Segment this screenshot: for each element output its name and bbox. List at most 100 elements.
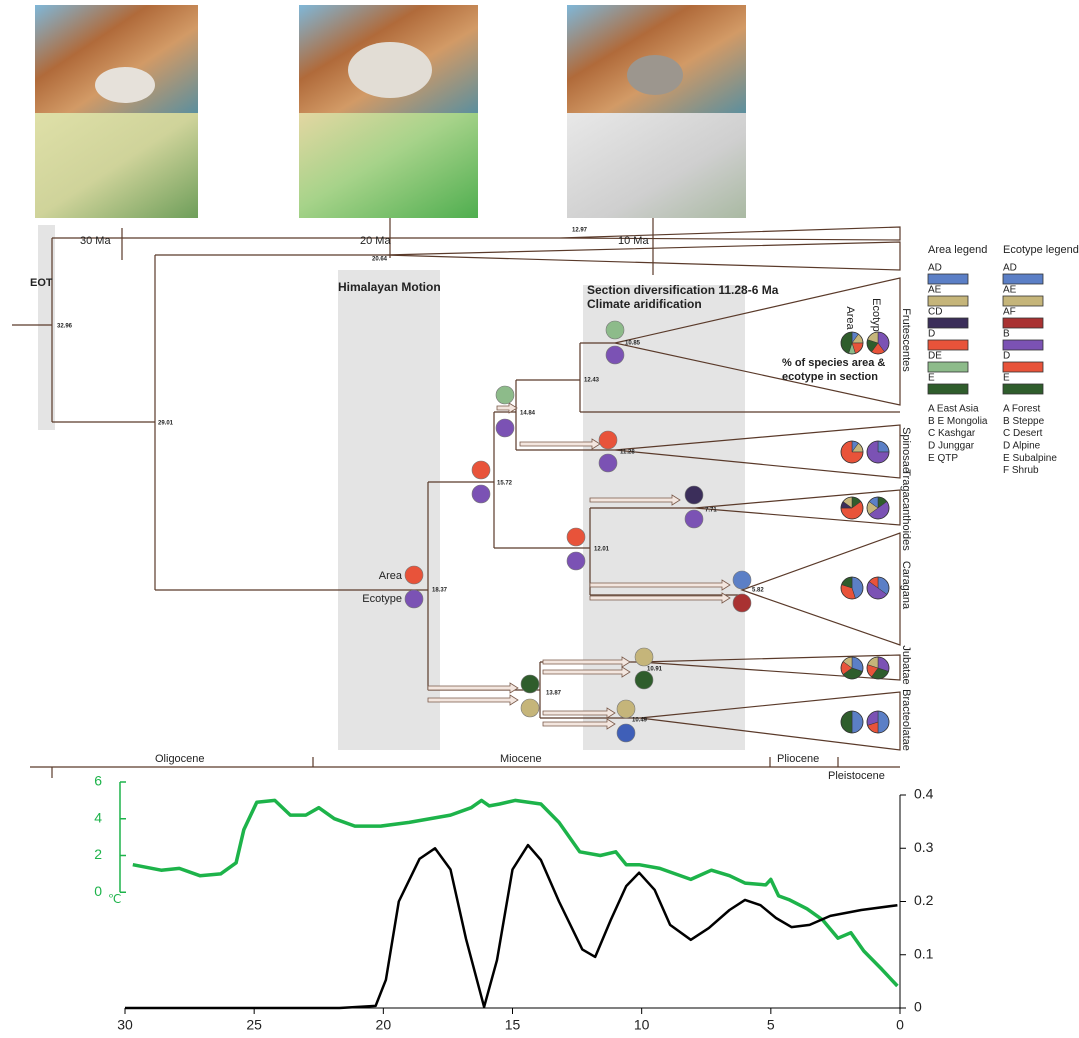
branches: [12, 238, 900, 718]
maps: [35, 5, 746, 218]
x-tick-label: 20: [376, 1017, 392, 1033]
legend-title: Area legend: [928, 244, 987, 256]
epoch-label: Pliocene: [777, 753, 819, 765]
clade-name: Tragacanthoides: [900, 469, 912, 551]
node-area: [606, 321, 624, 339]
node-area: [521, 675, 539, 693]
node-area-label: Area: [379, 570, 403, 582]
legend-label: AE: [1003, 285, 1017, 296]
legend-swatch: [928, 340, 968, 350]
x-tick-label: 15: [505, 1017, 521, 1033]
node-age: 14.84: [520, 411, 536, 417]
y-tick-label: 0: [94, 883, 102, 899]
node-area: [567, 528, 585, 546]
line-series: [125, 845, 897, 1008]
epoch-label: Miocene: [500, 753, 542, 765]
legend-swatch: [1003, 318, 1043, 328]
y-tick-label: 6: [94, 773, 102, 789]
x-tick-label: 0: [896, 1017, 904, 1033]
epoch-label: Pleistocene: [828, 770, 885, 782]
legend-label: B: [1003, 329, 1010, 340]
legend-swatch: [928, 362, 968, 372]
map: [567, 113, 746, 218]
legend-key: D Alpine: [1003, 441, 1041, 452]
node-ecotype: [635, 671, 653, 689]
legend-key: F Shrub: [1003, 465, 1039, 476]
pie-area-label: Area: [844, 306, 856, 330]
legend-label: AF: [1003, 307, 1016, 318]
legend-swatch: [928, 274, 968, 284]
legend-label: DE: [928, 351, 942, 362]
node-area: [405, 566, 423, 584]
node-age: 10.85: [625, 341, 641, 347]
legend-title: Ecotype legend: [1003, 244, 1079, 256]
legend-key: C Desert: [1003, 428, 1043, 439]
figure: 30 Ma 20 Ma 10 Ma EOT Himalayan Motion S…: [0, 0, 1079, 1038]
y-tick-label: 2: [94, 846, 102, 862]
legend-key: E Subalpine: [1003, 453, 1057, 464]
y-tick-label: 4: [94, 809, 102, 825]
y2-tick-label: 0.3: [914, 839, 934, 855]
node-ecotype: [496, 419, 514, 437]
node-ecotype: [606, 346, 624, 364]
diversification-label: Section diversification 11.28-6 Ma: [587, 283, 779, 297]
y2-tick-label: 0.2: [914, 892, 934, 908]
legend-label: E: [928, 373, 935, 384]
clade-triangle: [560, 227, 900, 240]
node-age: 20.64: [372, 257, 388, 263]
map-basin: [348, 42, 432, 98]
eot-label: EOT: [30, 277, 53, 289]
legend-swatch: [1003, 274, 1043, 284]
legend-swatch: [1003, 384, 1043, 394]
node-age: 12.01: [594, 547, 610, 553]
legend-label: E: [1003, 373, 1010, 384]
node-age: 7.71: [705, 508, 717, 514]
legend-key: B E Mongolia: [928, 416, 988, 427]
time-label: 20 Ma: [360, 235, 391, 247]
legend-key: B Steppe: [1003, 416, 1045, 427]
pie-note: ecotype in section: [782, 371, 878, 383]
map-basin: [627, 55, 683, 95]
x-tick-label: 10: [634, 1017, 650, 1033]
node-area: [635, 648, 653, 666]
node-ecotype: [617, 724, 635, 742]
line-series: [133, 800, 898, 986]
node-age: 12.43: [584, 378, 600, 384]
pie-slice: [852, 711, 863, 733]
time-label: 10 Ma: [618, 235, 649, 247]
node-area: [496, 386, 514, 404]
x-tick-label: 25: [246, 1017, 262, 1033]
himalaya-band: [338, 270, 440, 750]
node-ecotype: [521, 699, 539, 717]
node-age: 32.96: [57, 324, 73, 330]
node-age: 29.01: [158, 421, 174, 427]
node-area: [472, 461, 490, 479]
legend-key: A Forest: [1003, 404, 1040, 415]
node-area: [685, 486, 703, 504]
arrow: [428, 695, 518, 705]
node-ecotype: [472, 485, 490, 503]
pie-slice: [878, 711, 889, 733]
legend-swatch: [928, 318, 968, 328]
pie-slice: [841, 711, 852, 733]
x-tick-label: 5: [767, 1017, 775, 1033]
himalaya-label: Himalayan Motion: [338, 280, 441, 294]
node-area: [599, 431, 617, 449]
node-ecotype-label: Ecotype: [362, 593, 402, 605]
node-area: [617, 700, 635, 718]
node-age: 12.97: [572, 228, 588, 234]
y2-tick-label: 0: [914, 999, 922, 1015]
node-age: 18.37: [432, 588, 448, 594]
node-age: 13.87: [546, 691, 562, 697]
clade-name: Caragana: [900, 561, 912, 610]
legend-swatch: [928, 296, 968, 306]
legend-key: C Kashgar: [928, 428, 976, 439]
legend-key: A East Asia: [928, 404, 979, 415]
node-ecotype: [599, 454, 617, 472]
node-age: 10.49: [632, 718, 648, 724]
y2-tick-label: 0.4: [914, 786, 934, 802]
node-age: 10.91: [647, 667, 663, 673]
legend-label: AD: [1003, 263, 1017, 274]
y2-tick-label: 0.1: [914, 945, 934, 961]
legend-key: E QTP: [928, 453, 958, 464]
